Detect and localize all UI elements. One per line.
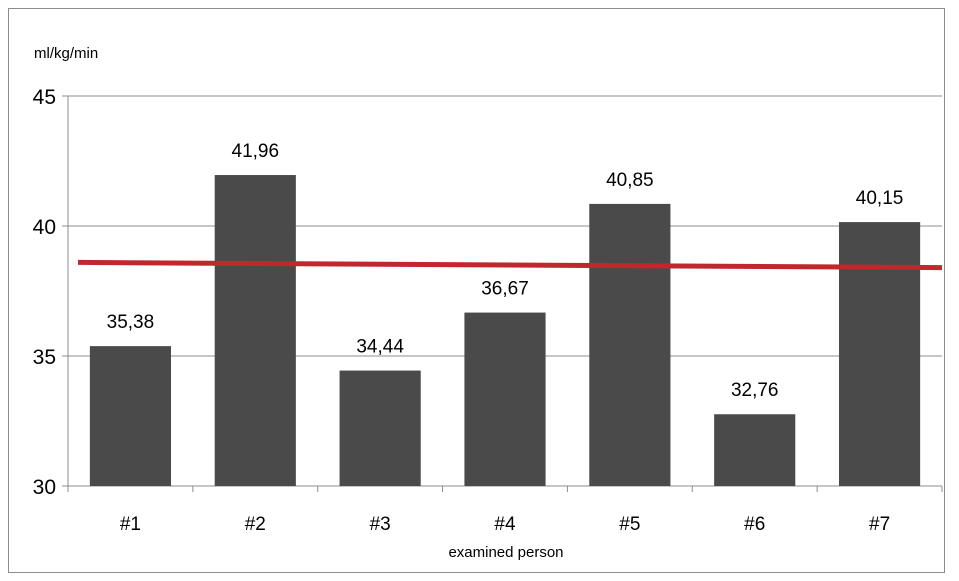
bar [589, 203, 671, 486]
bar [714, 414, 796, 486]
mean-line [77, 259, 943, 271]
bar [214, 175, 296, 487]
y-tick-label: 30 [33, 476, 56, 499]
y-tick-label: 35 [33, 346, 56, 369]
y-axis-label: ml/kg/min [34, 45, 98, 62]
value-label: 36,67 [481, 279, 529, 300]
y-tick-label: 45 [33, 86, 56, 109]
value-labels: 35,38 41,96 34,44 36,67 40,85 32,76 40,15 [107, 141, 904, 401]
value-label: 35,38 [107, 312, 155, 333]
x-tick-label: #3 [370, 514, 391, 535]
mean-line-group [77, 259, 943, 271]
bar [464, 312, 546, 486]
x-axis-label: examined person [448, 544, 563, 561]
x-tick-label: #2 [245, 514, 266, 535]
x-tick-label: #4 [494, 514, 516, 535]
x-tick-label: #7 [869, 514, 890, 535]
y-tick-labels: 30 35 40 45 [33, 86, 56, 499]
value-label: 40,85 [606, 170, 654, 191]
x-tick-labels: #1 #2 #3 #4 #5 #6 #7 [120, 514, 890, 535]
bars [89, 175, 921, 487]
y-tick-label: 40 [33, 216, 56, 239]
x-tick-label: #6 [744, 514, 765, 535]
value-label: 41,96 [232, 141, 280, 162]
value-label: 32,76 [731, 380, 779, 401]
bar [89, 346, 172, 486]
bar [339, 370, 421, 486]
x-tick-label: #5 [619, 514, 640, 535]
value-label: 34,44 [356, 337, 404, 358]
value-label: 40,15 [856, 188, 904, 209]
x-tick-label: #1 [120, 514, 141, 535]
bar [838, 222, 921, 486]
